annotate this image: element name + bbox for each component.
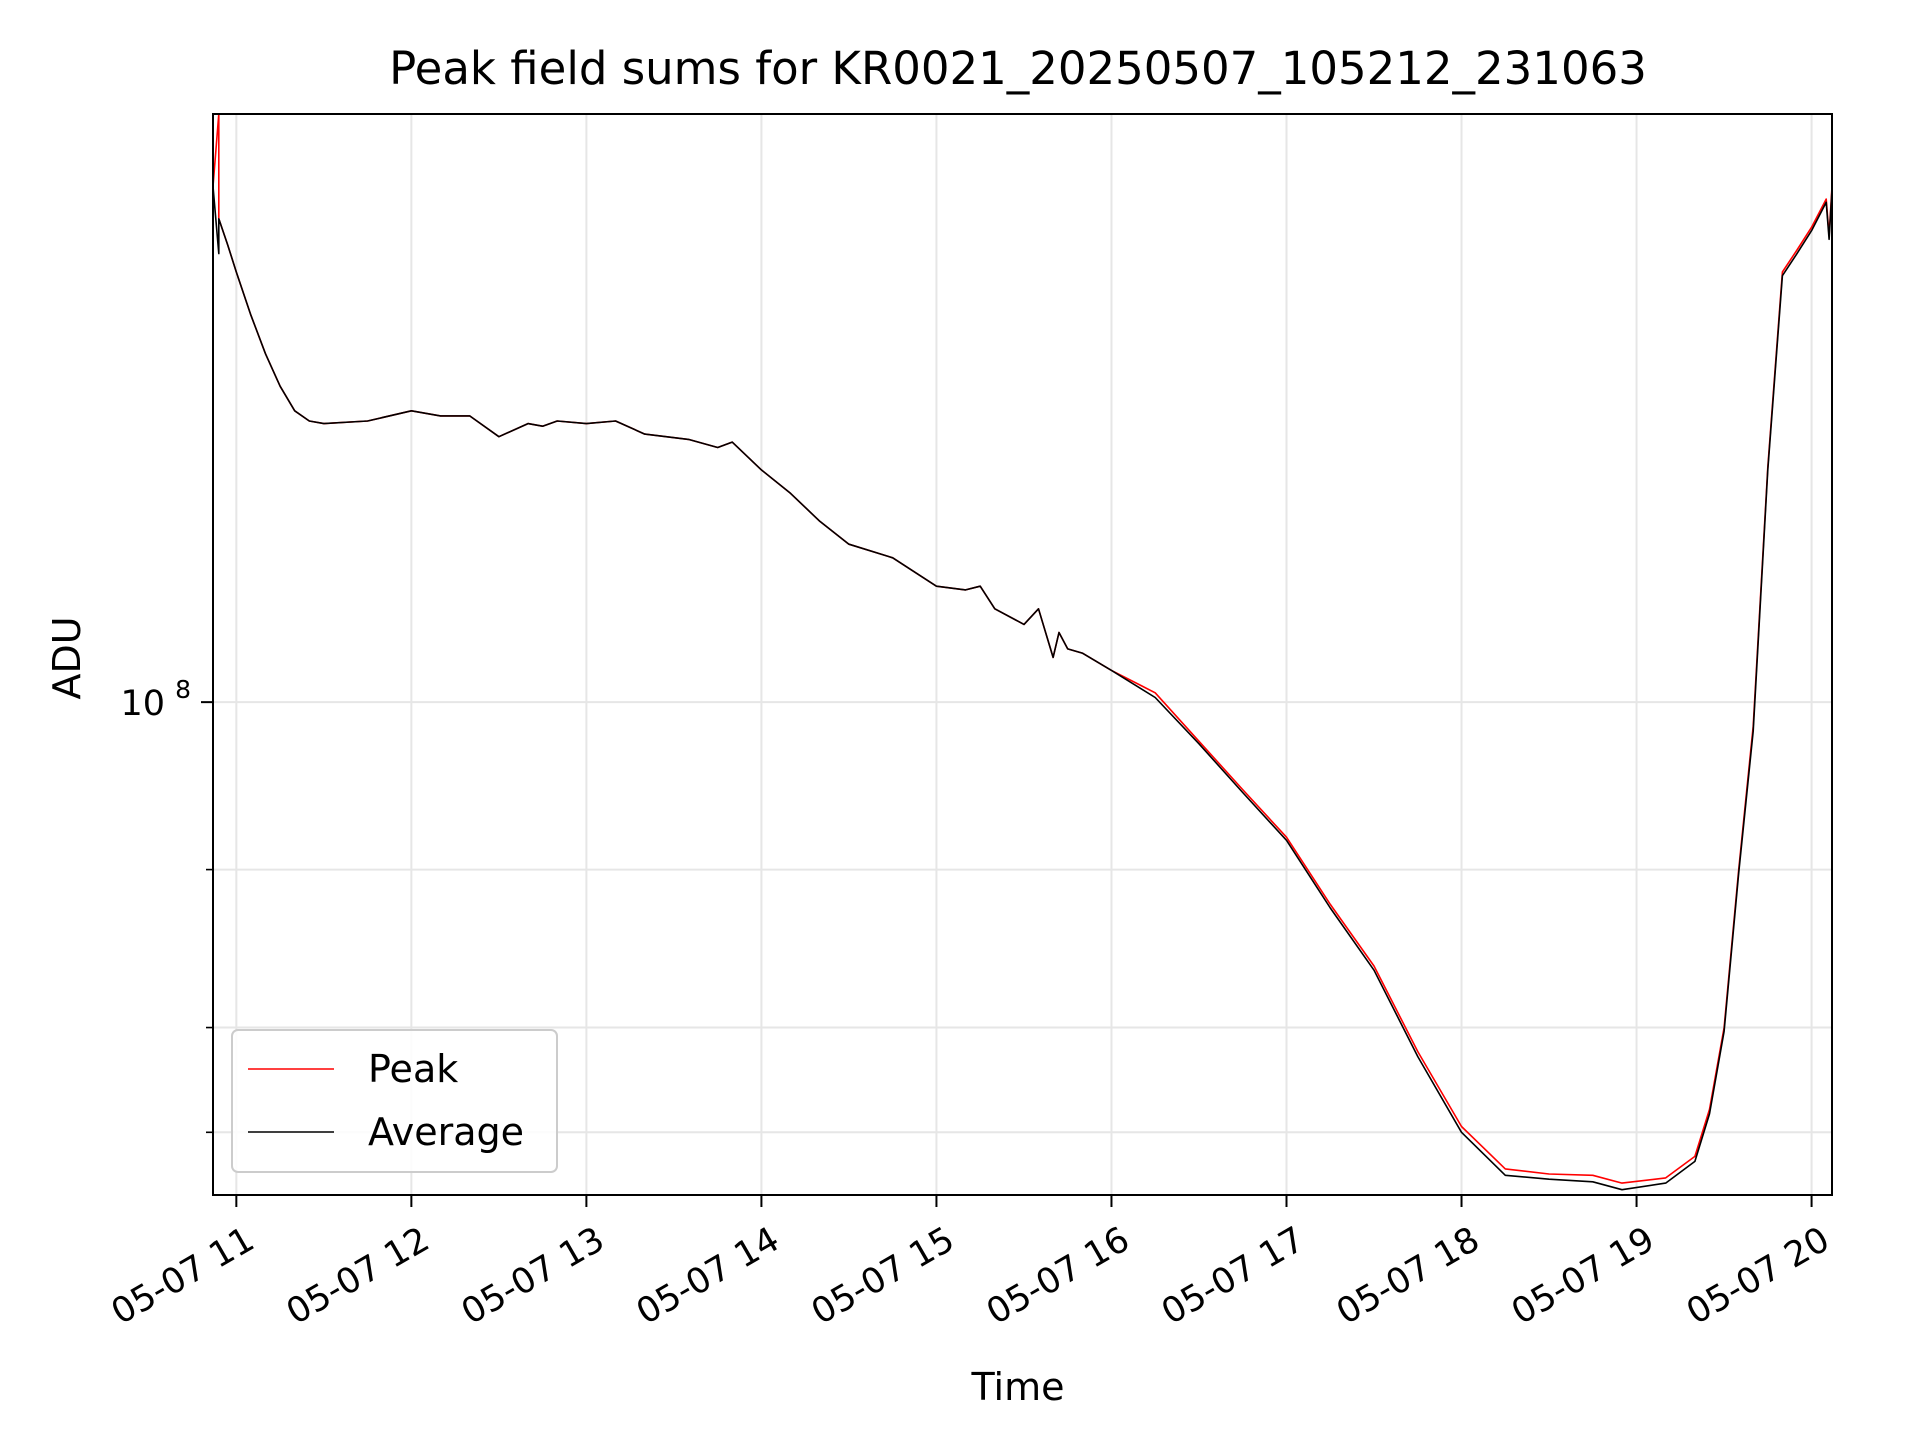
legend-box [231, 1029, 558, 1173]
series-lines [212, 113, 1833, 1191]
plot-frame [212, 113, 1833, 1196]
chart-title: Peak field sums for KR0021_20250507_1052… [389, 42, 1647, 95]
legend-label-peak: Peak [368, 1047, 458, 1091]
legend-label-average: Average [368, 1110, 524, 1154]
x-axis-label: Time [971, 1365, 1065, 1409]
y-tick-label: 10 [120, 684, 165, 724]
plot-area [213, 114, 1832, 1195]
legend: Peak Average [231, 1029, 558, 1173]
gridlines [213, 114, 1832, 1195]
series-line-average [212, 186, 1833, 1191]
y-tick-label-exponent: 8 [175, 675, 191, 704]
y-axis-label: ADU [45, 616, 89, 699]
y-axis-ticks: 10 8 [120, 675, 213, 1134]
